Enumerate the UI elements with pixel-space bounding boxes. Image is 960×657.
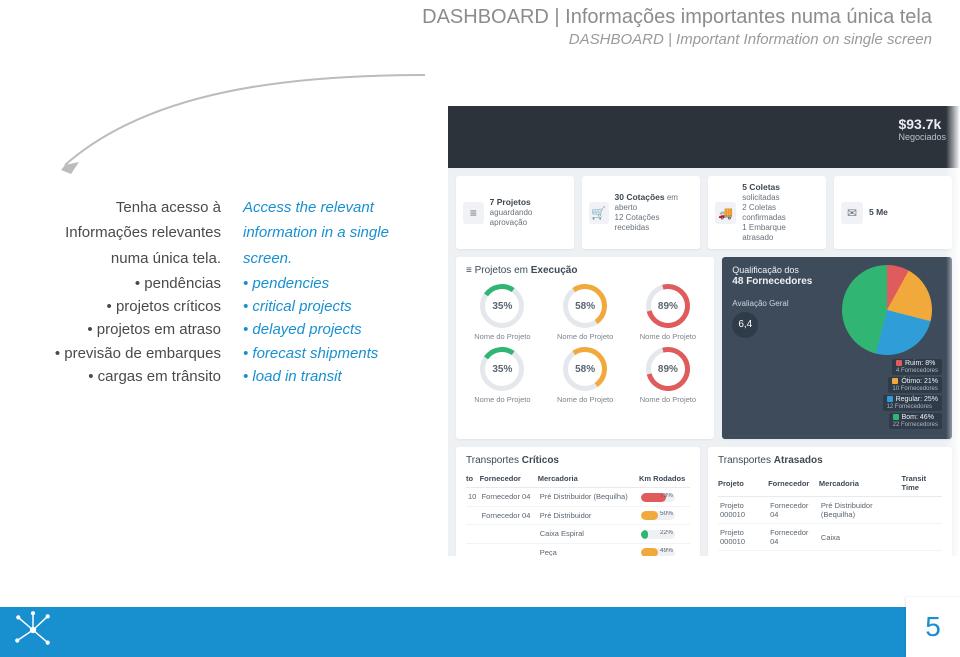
en-bullet: critical projects — [243, 295, 440, 318]
rating-badge: 6,4 — [732, 312, 758, 338]
pie-chart — [842, 265, 932, 355]
pie-legend-item: Ruim: 8%4 Fornecedores — [892, 359, 942, 375]
col-header[interactable]: Projeto — [718, 474, 768, 497]
pt-line: numa única tela. — [24, 247, 221, 270]
col-header[interactable]: Mercadoria — [538, 474, 639, 488]
callout-arrow — [30, 70, 450, 190]
pie-wrap: Ruim: 8%4 Fornecedores Ótimo: 21%10 Forne… — [832, 265, 942, 429]
panel-exec-title: ≡ Projetos em Execução — [466, 265, 704, 276]
col-header[interactable]: Km Rodados — [639, 474, 690, 488]
hero-strip: $93.7k Negociados — [448, 106, 960, 168]
t: Transportes — [466, 455, 522, 466]
panel-delayed[interactable]: Transportes Atrasados ProjetoFornecedorM… — [708, 447, 952, 556]
pt-bullets: pendências projetos críticos projetos em… — [24, 272, 221, 388]
t: Atrasados — [774, 455, 823, 466]
title-pt: DASHBOARD | Informações importantes numa… — [422, 6, 932, 29]
page-number: 5 — [906, 597, 960, 657]
t: Críticos — [522, 455, 559, 466]
kpi-value: $93.7k — [898, 116, 946, 132]
dashboard-preview: $93.7k Negociados ≡ 7 Projetos aguardando… — [448, 106, 960, 556]
col-header[interactable]: to — [466, 474, 480, 488]
en-bullet: load in transit — [243, 365, 440, 388]
panel-critical[interactable]: Transportes Críticos toFornecedorMercado… — [456, 447, 700, 556]
progress-dial[interactable]: 58%Nome do Projeto — [549, 284, 622, 341]
kpi-label: Negociados — [898, 132, 946, 142]
panel-exec[interactable]: ≡ Projetos em Execução 35%Nome do Projet… — [456, 257, 714, 439]
progress-dial[interactable]: 89%Nome do Projeto — [632, 347, 705, 404]
col-header[interactable]: Fornecedor — [768, 474, 819, 497]
col-header[interactable]: Transit Time — [902, 474, 942, 497]
table-row[interactable]: 10Fornecedor 04Pré Distribuidor (Bequilh… — [466, 488, 690, 507]
pt-bullet: previsão de embarques — [24, 342, 221, 365]
table-row[interactable]: Caixa Espiral22% — [466, 525, 690, 544]
en-line: Access the relevant — [243, 196, 440, 219]
hero-kpi: $93.7k Negociados — [898, 116, 946, 142]
card-icon: ✉ — [841, 202, 863, 224]
pt-line: Informações relevantes — [24, 221, 221, 244]
pie-legend: Ruim: 8%4 Fornecedores Ótimo: 21%10 Forne… — [832, 359, 942, 429]
stat-card[interactable]: ≡ 7 Projetos aguardando aprovação — [456, 176, 574, 249]
progress-dial[interactable]: 35%Nome do Projeto — [466, 284, 539, 341]
table-row[interactable]: Projeto 000010Fornecedor 04Caixa — [718, 551, 942, 557]
card-icon: 🛒 — [589, 202, 609, 224]
table-row[interactable]: Projeto 000010Fornecedor 04Caixa — [718, 524, 942, 551]
col-header[interactable]: Fornecedor — [480, 474, 538, 488]
pt-bullet: projetos críticos — [24, 295, 221, 318]
card-body: 30 Cotações em aberto12 Cotações recebid… — [615, 192, 693, 233]
stat-card[interactable]: 🚚 5 Coletas solicitadas2 Coletas confirma… — [708, 176, 826, 249]
t: Transportes — [718, 455, 774, 466]
table-row[interactable]: Projeto 000010Fornecedor 04Pré Distribui… — [718, 497, 942, 524]
pie-legend-item: Ótimo: 21%10 Fornecedores — [888, 377, 942, 393]
col-en: Access the relevant information in a sin… — [243, 196, 440, 388]
pt-bullet: pendências — [24, 272, 221, 295]
en-line: screen. — [243, 247, 440, 270]
card-icon: 🚚 — [715, 202, 736, 224]
card-body: 5 Coletas solicitadas2 Coletas confirmad… — [742, 182, 819, 243]
slide-header: DASHBOARD | Informações importantes numa… — [422, 6, 932, 48]
table-row[interactable]: Peça49% — [466, 543, 690, 556]
t: Projetos em — [475, 265, 531, 276]
progress-dial[interactable]: 89%Nome do Projeto — [632, 284, 705, 341]
panel-qual[interactable]: Qualificação dos 48 Fornecedores Avaliaç… — [722, 257, 952, 439]
critical-title: Transportes Críticos — [466, 455, 690, 466]
card-body: 5 Me — [869, 207, 888, 218]
stat-cards-row: ≡ 7 Projetos aguardando aprovação 🛒 30 Cota… — [448, 168, 960, 249]
col-header[interactable]: Mercadoria — [819, 474, 902, 497]
en-bullets: pendencies critical projects delayed pro… — [243, 272, 440, 388]
qual-title: Qualificação dos 48 Fornecedores — [732, 265, 824, 289]
footer-bar — [0, 607, 960, 657]
t: Execução — [531, 265, 578, 276]
pt-line: Tenha acesso à — [24, 196, 221, 219]
en-bullet: forecast shipments — [243, 342, 440, 365]
exec-grid: 35%Nome do Projeto58%Nome do Projeto89%N… — [466, 284, 704, 404]
progress-dial[interactable]: 58%Nome do Projeto — [549, 347, 622, 404]
text-columns: Tenha acesso à Informações relevantes nu… — [24, 196, 440, 388]
pt-bullet: projetos em atraso — [24, 318, 221, 341]
delayed-table: ProjetoFornecedorMercadoriaTransit Time … — [718, 474, 942, 556]
network-icon — [12, 609, 54, 651]
stat-card[interactable]: ✉ 5 Me — [834, 176, 952, 249]
table-row[interactable]: Fornecedor 04Pré Distribuidor50% — [466, 506, 690, 525]
pie-legend-item: Regular: 25%12 Fornecedores — [883, 395, 942, 411]
t: 48 Fornecedores — [732, 276, 824, 289]
title-en: DASHBOARD | Important Information on sin… — [422, 31, 932, 48]
stat-card[interactable]: 🛒 30 Cotações em aberto12 Cotações recebi… — [582, 176, 700, 249]
pt-bullet: cargas em trânsito — [24, 365, 221, 388]
critical-table: toFornecedorMercadoriaKm Rodados 10Forne… — [466, 474, 690, 556]
en-line: information in a single — [243, 221, 440, 244]
delayed-title: Transportes Atrasados — [718, 455, 942, 466]
en-bullet: delayed projects — [243, 318, 440, 341]
col-pt: Tenha acesso à Informações relevantes nu… — [24, 196, 221, 388]
en-bullet: pendencies — [243, 272, 440, 295]
progress-dial[interactable]: 35%Nome do Projeto — [466, 347, 539, 404]
t: Qualificação dos — [732, 265, 799, 275]
pie-legend-item: Bom: 46%22 Fornecedores — [889, 413, 942, 429]
rating-label: Avaliação Geral — [732, 299, 824, 308]
card-body: 7 Projetos aguardando aprovação — [490, 197, 567, 228]
card-icon: ≡ — [463, 202, 484, 224]
